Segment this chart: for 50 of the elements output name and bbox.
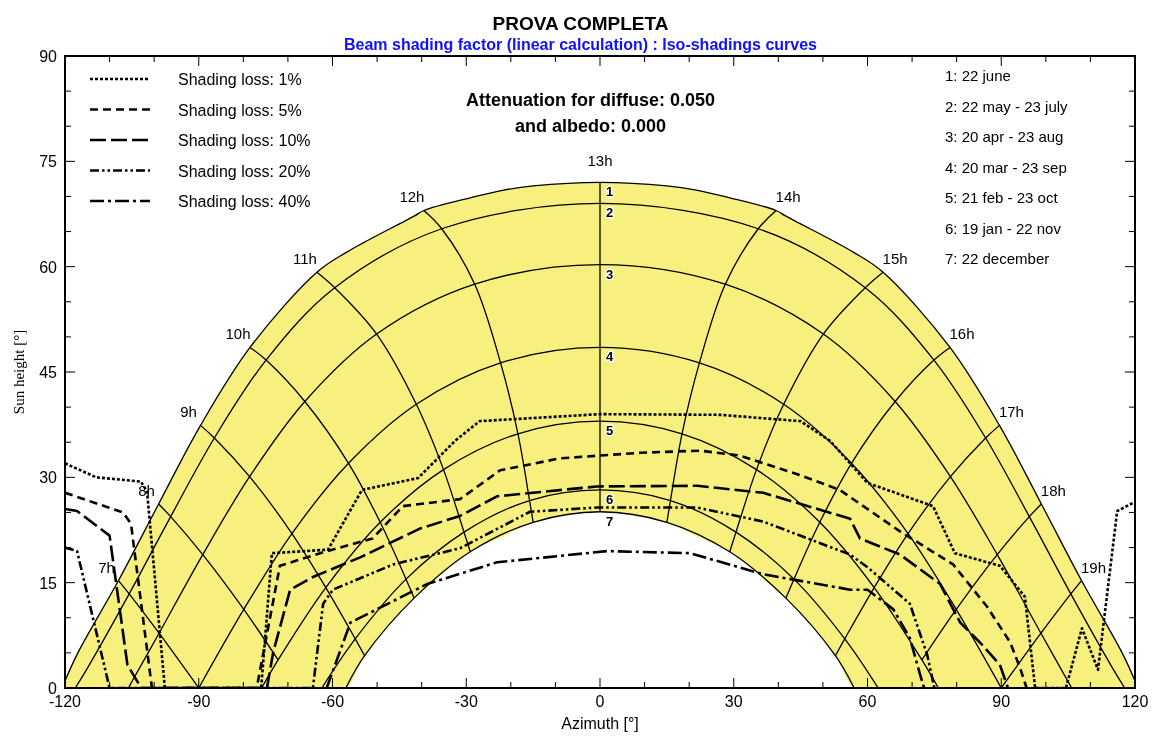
series-label: 1 bbox=[606, 184, 614, 200]
annotation: 6: 19 jan - 22 nov bbox=[945, 219, 1062, 237]
annotation: Attenuation for diffuse: 0.050 bbox=[465, 90, 716, 110]
annotation: 1: 22 june bbox=[945, 67, 1011, 84]
series-label: 5 bbox=[606, 423, 614, 439]
y-tick-label: 75 bbox=[39, 153, 58, 171]
x-tick-label: 30 bbox=[724, 693, 743, 710]
chart-title: PROVA COMPLETA bbox=[492, 13, 669, 34]
x-tick-label: 90 bbox=[992, 693, 1011, 710]
annotation: 12h bbox=[399, 188, 425, 206]
annotation: 11h bbox=[292, 250, 317, 268]
y-tick-label: 90 bbox=[39, 48, 58, 65]
annotation: 3: 20 apr - 23 aug bbox=[945, 128, 1064, 145]
series-label: 3 bbox=[606, 266, 614, 282]
annotation: 18h bbox=[1040, 482, 1066, 500]
x-tick-label: -60 bbox=[320, 693, 345, 710]
annotation: 7: 22 december bbox=[945, 250, 1050, 267]
legend-label: Shading loss: 40% bbox=[178, 193, 311, 210]
annotation: and albedo: 0.000 bbox=[514, 116, 667, 136]
legend-label: Shading loss: 20% bbox=[178, 162, 311, 180]
legend-label: Shading loss: 5% bbox=[178, 101, 302, 119]
annotation: 17h bbox=[998, 403, 1024, 421]
y-tick-label: 45 bbox=[39, 364, 58, 381]
series-label: 7 bbox=[606, 513, 614, 529]
series-label: 2 bbox=[606, 205, 614, 221]
legend-label: Shading loss: 10% bbox=[178, 132, 311, 149]
annotation: 13h bbox=[587, 152, 613, 170]
y-axis-title: Sun height [°] bbox=[11, 329, 27, 415]
annotation: 10h bbox=[225, 325, 251, 343]
series-label: 6 bbox=[606, 491, 614, 507]
x-tick-label: 0 bbox=[595, 693, 605, 710]
annotation: 15h bbox=[882, 250, 908, 268]
chart-subtitle: Beam shading factor (linear calculation) : Iso-shadings curves bbox=[343, 36, 818, 53]
x-tick-label: -90 bbox=[187, 693, 211, 710]
y-tick-label: 15 bbox=[39, 574, 58, 592]
annotation: 5: 21 feb - 23 oct bbox=[945, 189, 1059, 206]
legend-label: Shading loss: 1% bbox=[178, 71, 302, 88]
annotation: 16h bbox=[949, 325, 975, 343]
annotation: 2: 22 may - 23 july bbox=[945, 97, 1069, 115]
x-tick-label: -30 bbox=[454, 693, 478, 710]
annotation: 9h bbox=[180, 403, 197, 421]
x-axis-title: Azimuth [°] bbox=[561, 715, 639, 732]
series-label: 4 bbox=[606, 349, 614, 365]
y-tick-label: 30 bbox=[39, 469, 58, 487]
annotation: 19h bbox=[1080, 558, 1107, 576]
x-tick-label: 120 bbox=[1121, 693, 1149, 710]
x-tick-label: 60 bbox=[858, 693, 877, 710]
y-tick-label: 60 bbox=[39, 258, 58, 276]
annotation: 14h bbox=[775, 188, 801, 206]
annotation: 4: 20 mar - 23 sep bbox=[945, 158, 1067, 176]
